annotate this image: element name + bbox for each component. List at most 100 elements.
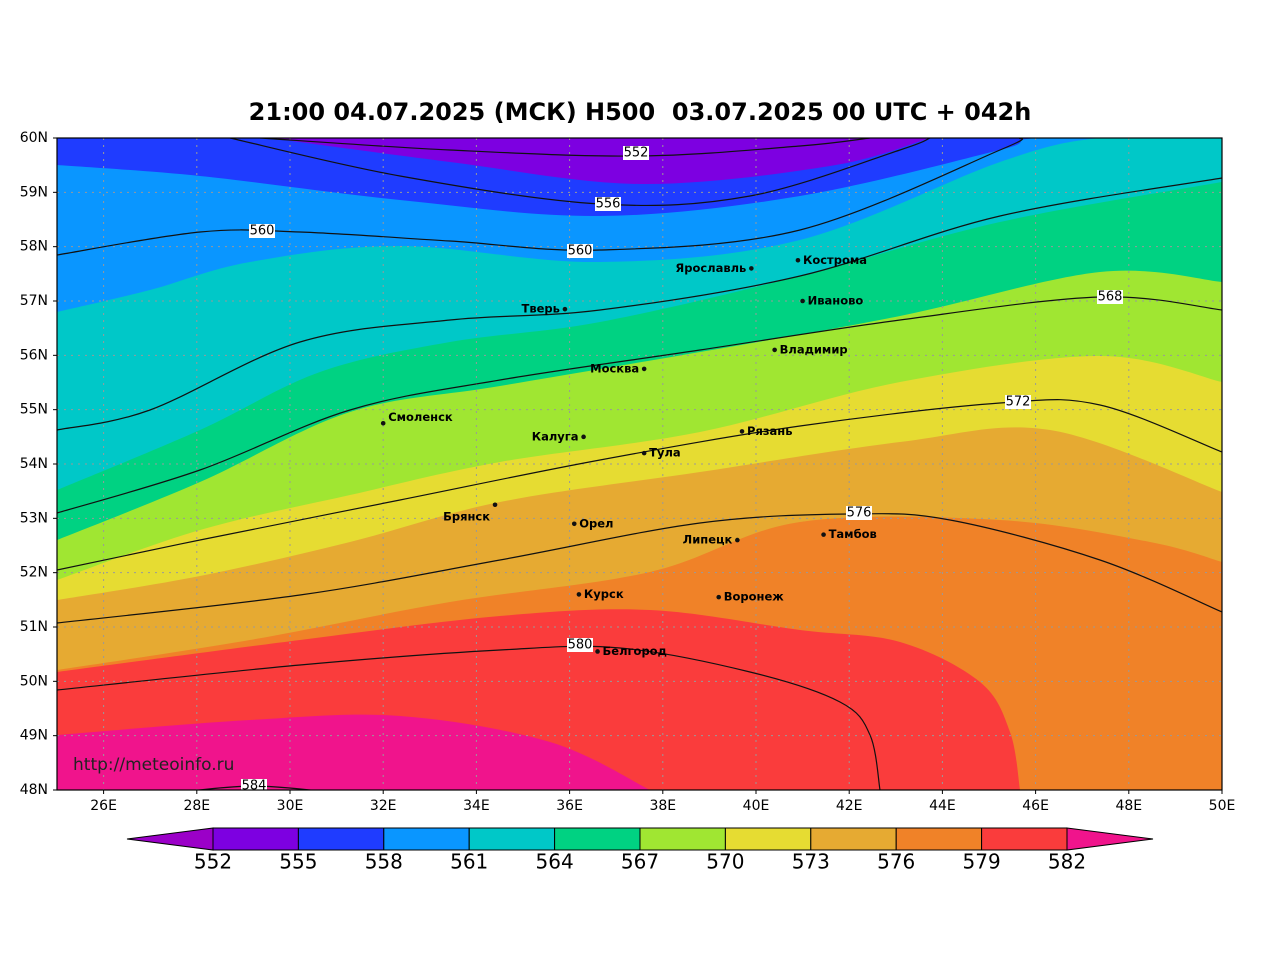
colorbar-label: 552 (194, 850, 232, 874)
city-dot (716, 594, 722, 600)
x-tick-label: 32E (370, 798, 397, 814)
city-name: Тула (649, 446, 681, 460)
colorbar-segment (810, 827, 897, 851)
contour-line (57, 399, 1222, 571)
x-tick-label: 34E (463, 798, 490, 814)
field (57, 138, 1222, 790)
x-tick-label: 28E (183, 798, 210, 814)
contour-label: 560 (250, 224, 275, 239)
city-name: Кострома (803, 253, 867, 267)
y-tick-label: 58N (20, 239, 48, 255)
colorbar-label: 567 (621, 850, 659, 874)
city-dot (749, 266, 754, 271)
city-dot (562, 306, 568, 312)
contour-label: 552 (624, 146, 649, 161)
y-tick-label: 55N (20, 402, 48, 418)
colorbar-segment (212, 827, 299, 851)
city-dot (772, 347, 777, 353)
city-dot (595, 649, 600, 654)
city-dot (795, 257, 801, 263)
city-name: Москва (590, 361, 639, 375)
colorbar-segment (383, 827, 470, 851)
city-name: Смоленск (388, 410, 453, 424)
contour-label: 572 (1006, 395, 1031, 410)
contour-label: 560 (568, 244, 593, 259)
contour-label-box (249, 224, 275, 238)
colorbar-label: 573 (792, 850, 830, 874)
contour-line (57, 513, 1222, 624)
x-tick-label: 36E (556, 798, 583, 814)
y-tick-label: 49N (20, 728, 48, 744)
contour-label-box (567, 638, 593, 652)
x-tick-label: 50E (1209, 798, 1236, 814)
contour-label: 576 (847, 506, 872, 521)
contour-label: 580 (568, 638, 593, 653)
colorbar-label: 561 (450, 850, 488, 874)
x-tick-label: 38E (649, 798, 676, 814)
y-tick-label: 48N (20, 782, 48, 798)
colorbar-segment (895, 827, 983, 851)
city-dot (641, 450, 647, 456)
colorbar-label: 570 (706, 850, 744, 874)
contour-line (57, 645, 881, 790)
city-name: Воронеж (724, 590, 785, 604)
city-name: Белгород (603, 644, 667, 658)
x-tick-label: 40E (743, 798, 770, 814)
title: 21:00 04.07.2025 (МСК) H500 03.07.2025 0… (249, 98, 1032, 126)
city-name: Тамбов (829, 527, 877, 541)
contour-label: 584 (242, 779, 267, 794)
x-tick-label: 44E (929, 798, 956, 814)
colorbar-label: 582 (1048, 850, 1086, 874)
contour-label-box (623, 146, 649, 160)
layer: 552 556 560 560 568 572 576 580 584 Ярославль Кост… (20, 130, 1236, 874)
watermark: http://meteoinfo.ru (73, 755, 234, 775)
city-dot (739, 429, 745, 434)
city-name: Тверь (522, 302, 560, 316)
city-name: Курск (584, 587, 624, 601)
y-tick-label: 56N (20, 347, 48, 363)
x-tick-label: 48E (1115, 798, 1142, 814)
city-dot (576, 592, 582, 597)
x-tick-label: 46E (1022, 798, 1049, 814)
contour-label-box (1005, 395, 1031, 409)
city-name: Брянск (443, 509, 490, 523)
colorbar-segment (297, 827, 385, 851)
colorbar-segment (724, 827, 812, 851)
y-tick-label: 51N (20, 619, 48, 635)
contour-line (57, 138, 1023, 256)
city-dot (380, 420, 386, 426)
colorbar-label: 576 (877, 850, 915, 874)
y-tick-label: 57N (20, 293, 48, 309)
city-dot (641, 366, 647, 372)
contour-label-box (1097, 290, 1123, 304)
city-dot (821, 532, 826, 537)
city-name: Владимир (780, 342, 848, 356)
x-tick-label: 30E (277, 798, 304, 814)
colorbar-label: 558 (365, 850, 403, 874)
contour-line (259, 138, 871, 157)
city-name: Рязань (747, 424, 792, 438)
city-dot (571, 521, 577, 527)
y-tick-label: 52N (20, 565, 48, 581)
contour-line (229, 138, 931, 207)
x-tick-label: 42E (836, 798, 863, 814)
y-tick-label: 50N (20, 673, 48, 689)
city-name: Липецк (683, 533, 733, 547)
contour-label: 556 (596, 197, 621, 212)
city-dot (581, 434, 586, 440)
colorbar-label: 564 (536, 850, 574, 874)
colorbar-segment (468, 827, 556, 851)
y-tick-label: 59N (20, 184, 48, 200)
contour-label-box (595, 197, 621, 211)
contour-line (57, 296, 1222, 514)
city-dot (735, 537, 740, 543)
colorbar-label: 555 (279, 850, 317, 874)
city-name: Ярославль (675, 261, 746, 275)
y-tick-label: 53N (20, 510, 48, 526)
y-tick-label: 54N (20, 456, 48, 472)
height-band (57, 714, 650, 790)
city-name: Калуга (532, 429, 579, 443)
contour-label-box (567, 244, 593, 258)
colorbar-label: 579 (963, 850, 1001, 874)
